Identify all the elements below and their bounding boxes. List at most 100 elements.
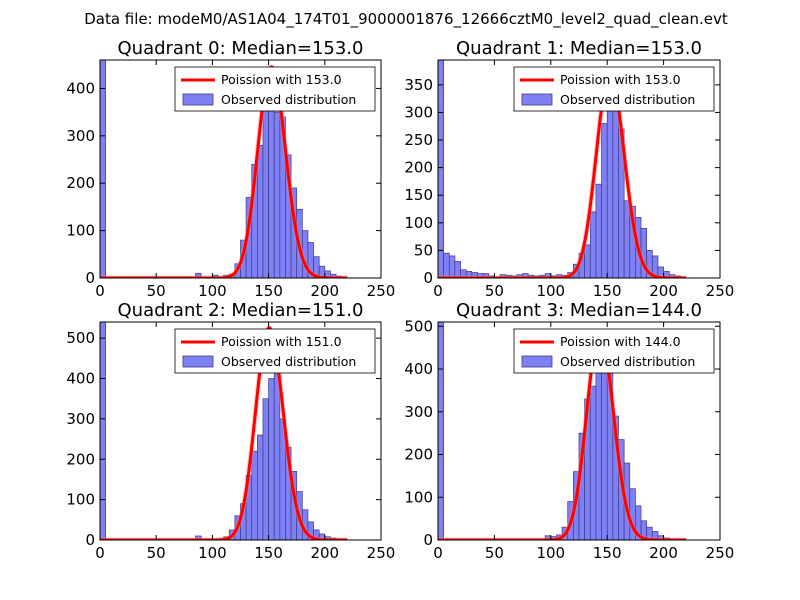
quadrant-1-bar-26 [589, 211, 597, 278]
figure-suptitle: Data file: modeM0/AS1A04_174T01_90000018… [84, 10, 728, 29]
quadrant-0-ytick-label-4: 400 [66, 79, 95, 97]
quadrant-1-bar-0 [438, 60, 444, 278]
quadrant-3-ytick-label-3: 300 [404, 403, 433, 421]
quadrant-1-title: Quadrant 1: Median=153.0 [456, 38, 702, 59]
quadrant-panels: 0 50 100 150 200 250 0 100 200 300 400 Quadrant 0: … [66, 38, 734, 562]
quadrant-3-poisson-line [438, 331, 687, 540]
quadrant-1-chart: 0 50 100 150 200 250 0 50 100 150 200 250 300 350 Quad… [404, 38, 734, 300]
quadrant-2-legend-observed-label: Observed distribution [221, 354, 356, 369]
quadrant-0-xtick-label-3: 150 [254, 282, 283, 300]
quadrant-0-legend-bar-swatch [182, 93, 214, 106]
quadrant-0-ytick-label-1: 100 [66, 222, 95, 240]
quadrant-3-legend-observed-label: Observed distribution [560, 354, 695, 369]
quadrant-2-xtick-label-1: 50 [147, 544, 166, 562]
quadrant-3-chart: 0 50 100 150 200 250 0 100 200 300 400 500 Quadrant … [404, 300, 734, 562]
quadrant-1-xtick-label-2: 100 [536, 282, 565, 300]
quadrant-0-chart: 0 50 100 150 200 250 0 100 200 300 400 Quadrant 0: … [66, 38, 395, 300]
quadrant-0-legend-poisson-label: Poission with 153.0 [221, 72, 342, 87]
quadrant-3-bar-9 [589, 385, 597, 540]
quadrant-3-xtick-label-1: 50 [485, 544, 504, 562]
quadrant-0-xtick-label-4: 200 [310, 282, 339, 300]
quadrant-1-bar-27 [595, 183, 602, 278]
quadrant-0-frame [99, 59, 382, 279]
quadrant-0-ytick-label-0: 0 [85, 269, 95, 287]
quadrant-2-xtick-label-0: 0 [95, 544, 105, 562]
quadrant-1-ytick-label-5: 250 [404, 131, 433, 149]
quadrant-0-ytick-label-3: 300 [66, 127, 95, 145]
quadrant-1-legend-observed-label: Observed distribution [560, 92, 695, 107]
quadrant-3-legend-poisson-label: Poission with 144.0 [560, 334, 681, 349]
quadrant-2-bar-8 [257, 434, 264, 540]
quadrant-2-legend-poisson-label: Poission with 151.0 [221, 334, 342, 349]
quadrant-2-title: Quadrant 2: Median=151.0 [118, 300, 364, 321]
quadrant-1-bar-2 [448, 255, 456, 278]
quadrant-2-ytick-label-2: 200 [66, 450, 95, 468]
quadrant-3-poisson-group [438, 330, 688, 540]
quadrant-0-title: Quadrant 0: Median=153.0 [118, 38, 364, 59]
quadrant-3-bar-0 [438, 322, 444, 540]
quadrant-2-xtick-label-4: 200 [310, 544, 339, 562]
quadrant-3-bar-10 [595, 351, 602, 540]
quadrant-1-ytick-label-0: 0 [423, 269, 433, 287]
quadrant-2-legend: Poission with 151.0 Observed distribution [174, 328, 376, 374]
quadrant-3-xtick-label-5: 250 [706, 544, 735, 562]
quadrant-2-bar-0 [100, 322, 106, 540]
quadrant-3-ytick-label-5: 500 [404, 317, 433, 335]
quadrant-3-ytick-label-1: 100 [404, 488, 433, 506]
quadrant-3-legend: Poission with 144.0 Observed distribution [513, 328, 715, 374]
quadrant-2-ytick-label-0: 0 [85, 531, 95, 549]
quadrant-0-bar-12 [273, 111, 281, 278]
quadrant-2-legend-bar-swatch [182, 355, 214, 368]
quadrant-0-bar-10 [262, 97, 269, 278]
quadrant-1-xtick-label-0: 0 [433, 282, 443, 300]
quadrant-2-poisson-group [100, 325, 349, 540]
quadrant-2-bar-9 [262, 398, 269, 540]
quadrant-2-xtick-label-2: 100 [198, 544, 227, 562]
quadrant-2-poisson-line [100, 326, 348, 540]
quadrant-3-xtick-label-3: 150 [593, 544, 622, 562]
quadrant-0-bar-11 [268, 92, 275, 278]
quadrant-2-bar-10 [268, 378, 275, 540]
quadrant-2-chart: 0 50 100 150 200 250 0 100 200 300 400 500 Quadrant … [66, 300, 395, 562]
quadrant-1-legend-bar-swatch [521, 93, 553, 106]
quadrant-3-title: Quadrant 3: Median=144.0 [456, 300, 702, 321]
quadrant-1-xtick-label-4: 200 [649, 282, 678, 300]
quadrant-0-legend-observed-label: Observed distribution [221, 92, 356, 107]
quadrant-1-legend: Poission with 153.0 Observed distribution [513, 66, 715, 112]
quadrant-1-ytick-label-6: 300 [404, 103, 433, 121]
quadrant-0-xtick-label-5: 250 [367, 282, 396, 300]
quadrant-3-frame [437, 321, 721, 541]
quadrant-2-bar-7 [251, 450, 258, 540]
quadrant-2-ytick-label-3: 300 [66, 410, 95, 428]
quadrant-1-bar-29 [606, 106, 614, 278]
quadrant-1-bar-1 [443, 252, 450, 278]
quadrant-2-xtick-label-3: 150 [254, 544, 283, 562]
quadrant-1-ytick-label-2: 100 [404, 214, 433, 232]
quadrant-2-frame [99, 321, 382, 541]
quadrant-0-xtick-label-0: 0 [95, 282, 105, 300]
quadrant-3-ytick-label-2: 200 [404, 446, 433, 464]
quadrant-1-ytick-label-4: 200 [404, 159, 433, 177]
quadrant-2-ytick-label-4: 400 [66, 370, 95, 388]
quadrant-1-ytick-label-7: 350 [404, 76, 433, 94]
quadrant-3-legend-bar-swatch [521, 355, 553, 368]
quadrant-1-legend-poisson-label: Poission with 153.0 [560, 72, 681, 87]
quadrant-1-ytick-label-3: 150 [404, 186, 433, 204]
quadrant-3-xtick-label-4: 200 [649, 544, 678, 562]
quadrant-1-xtick-label-5: 250 [706, 282, 735, 300]
quadrant-0-xtick-label-1: 50 [147, 282, 166, 300]
quadrant-2-xtick-label-5: 250 [367, 544, 396, 562]
quadrant-1-frame [437, 59, 721, 279]
quadrant-3-xtick-label-0: 0 [433, 544, 443, 562]
quadrant-3-ytick-label-0: 0 [423, 531, 433, 549]
quadrant-1-bar-28 [601, 123, 608, 278]
quadrant-3-ytick-label-4: 400 [404, 360, 433, 378]
quadrant-0-ytick-label-2: 200 [66, 174, 95, 192]
quadrant-1-ytick-label-1: 50 [414, 241, 433, 259]
quadrant-2-ytick-label-5: 500 [66, 329, 95, 347]
quadrant-1-bar-32 [623, 200, 631, 278]
quadrant-1-xtick-label-1: 50 [485, 282, 504, 300]
quadrant-0-xtick-label-2: 100 [198, 282, 227, 300]
quadrant-0-bar-0 [100, 60, 106, 278]
